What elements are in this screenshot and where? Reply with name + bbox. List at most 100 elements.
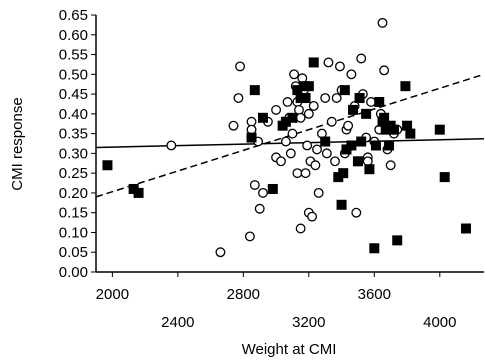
open-circle-point xyxy=(326,116,337,127)
open-circle-point xyxy=(310,160,321,171)
open-circle-point xyxy=(249,180,260,190)
open-circle-point xyxy=(312,144,322,155)
filled-square-point xyxy=(384,140,395,151)
y-tick-label: 0.45 xyxy=(59,86,88,103)
open-circle-point xyxy=(320,93,331,103)
open-circle-point xyxy=(258,187,268,198)
open-circle-point xyxy=(215,247,226,258)
open-circle-point xyxy=(321,148,332,159)
y-tick-label: 0.25 xyxy=(59,165,88,182)
y-tick-label: 0.65 xyxy=(59,7,88,24)
x-axis-label: Weight at CMI xyxy=(242,341,337,358)
open-circle-point xyxy=(307,211,318,222)
x-tick-label: 2400 xyxy=(161,314,194,331)
filled-square-point xyxy=(405,128,416,139)
open-circle-point xyxy=(300,168,311,179)
filled-square-point xyxy=(267,183,278,194)
open-circle-point xyxy=(166,140,177,151)
y-tick-label: 0.15 xyxy=(59,205,88,222)
filled-square-point xyxy=(400,81,411,92)
open-circle-point xyxy=(295,112,306,123)
open-circle-point xyxy=(287,128,298,139)
y-tick-label: 0.10 xyxy=(59,224,88,241)
y-tick-label: 0.35 xyxy=(59,126,88,143)
tick-labels: 0.00 0.05 0.10 0.15 0.20 0.25 0.30 0.35 0.40 0.45… xyxy=(59,7,457,331)
filled-square-point xyxy=(303,81,314,92)
filled-square-point xyxy=(392,235,403,246)
open-circle-point xyxy=(313,187,324,198)
filled-square-point xyxy=(402,120,413,131)
filled-square-point xyxy=(374,96,385,107)
filled-square-point xyxy=(339,85,350,96)
open-circle-point xyxy=(289,69,300,80)
filled-square-point xyxy=(439,172,450,183)
open-circle-point xyxy=(356,53,367,64)
y-tick-label: 0.40 xyxy=(59,106,88,123)
filled-square-point xyxy=(364,164,375,175)
filled-square-point xyxy=(346,140,357,151)
filled-square-point xyxy=(249,85,260,96)
filled-square-point xyxy=(308,57,319,68)
filled-square-point xyxy=(246,132,257,143)
open-circle-point xyxy=(282,97,293,107)
filled-square-point xyxy=(460,223,471,234)
open-circle-point xyxy=(385,160,396,171)
filled-square-point xyxy=(287,112,298,123)
filled-square-point xyxy=(348,104,359,115)
filled-square-point xyxy=(102,160,113,171)
y-tick-label: 0.30 xyxy=(59,145,88,162)
open-circle-point xyxy=(351,207,362,218)
open-circle-point xyxy=(295,223,306,234)
filled-square-point xyxy=(300,93,311,104)
open-circle-point xyxy=(228,120,239,131)
x-tick-label: 2800 xyxy=(227,286,260,303)
x-tick-label: 4000 xyxy=(423,314,456,331)
filled-square-point xyxy=(388,124,399,135)
open-circle-point xyxy=(254,203,265,214)
open-circle-point xyxy=(379,65,390,76)
filled-square-point xyxy=(336,199,347,210)
x-tick-label: 2000 xyxy=(96,286,129,303)
open-circle-point xyxy=(233,93,244,103)
open-circle-point xyxy=(235,61,246,72)
open-circle-point xyxy=(302,140,313,151)
x-tick-label: 3200 xyxy=(292,314,325,331)
open-circle-point xyxy=(271,104,282,115)
filled-square-point xyxy=(338,168,349,179)
open-circle-point xyxy=(276,156,286,167)
filled-square-point xyxy=(292,85,303,96)
y-tick-label: 0.50 xyxy=(59,66,88,83)
x-tick-label: 3600 xyxy=(358,286,391,303)
y-tick-label: 0.20 xyxy=(59,185,88,202)
y-tick-label: 0.00 xyxy=(59,264,88,281)
open-circle-point xyxy=(346,69,357,80)
filled-square-point xyxy=(320,136,331,147)
open-circle-point xyxy=(343,120,354,131)
y-tick-label: 0.55 xyxy=(59,47,88,64)
y-tick-label: 0.60 xyxy=(59,27,88,44)
axes xyxy=(91,14,484,277)
open-circle-point xyxy=(366,97,376,107)
open-circle-point xyxy=(292,168,303,179)
filled-square-point xyxy=(280,116,291,127)
open-circle-point xyxy=(303,108,314,119)
data-points xyxy=(102,17,471,258)
y-axis-label: CMI response xyxy=(9,97,26,190)
filled-square-point xyxy=(257,112,268,123)
open-circle-point xyxy=(285,148,296,159)
open-circle-point xyxy=(334,61,345,72)
filled-square-point xyxy=(434,124,445,135)
filled-square-point xyxy=(354,93,365,104)
filled-square-point xyxy=(370,140,381,151)
filled-square-point xyxy=(352,156,363,167)
open-circle-point xyxy=(331,93,342,103)
open-circle-point xyxy=(308,100,319,111)
filled-square-point xyxy=(369,243,380,254)
filled-square-point xyxy=(361,108,372,119)
filled-square-point xyxy=(356,136,367,147)
open-circle-point xyxy=(330,156,340,167)
open-circle-point xyxy=(244,231,255,242)
y-tick-label: 0.05 xyxy=(59,244,88,261)
filled-square-point xyxy=(133,187,144,198)
